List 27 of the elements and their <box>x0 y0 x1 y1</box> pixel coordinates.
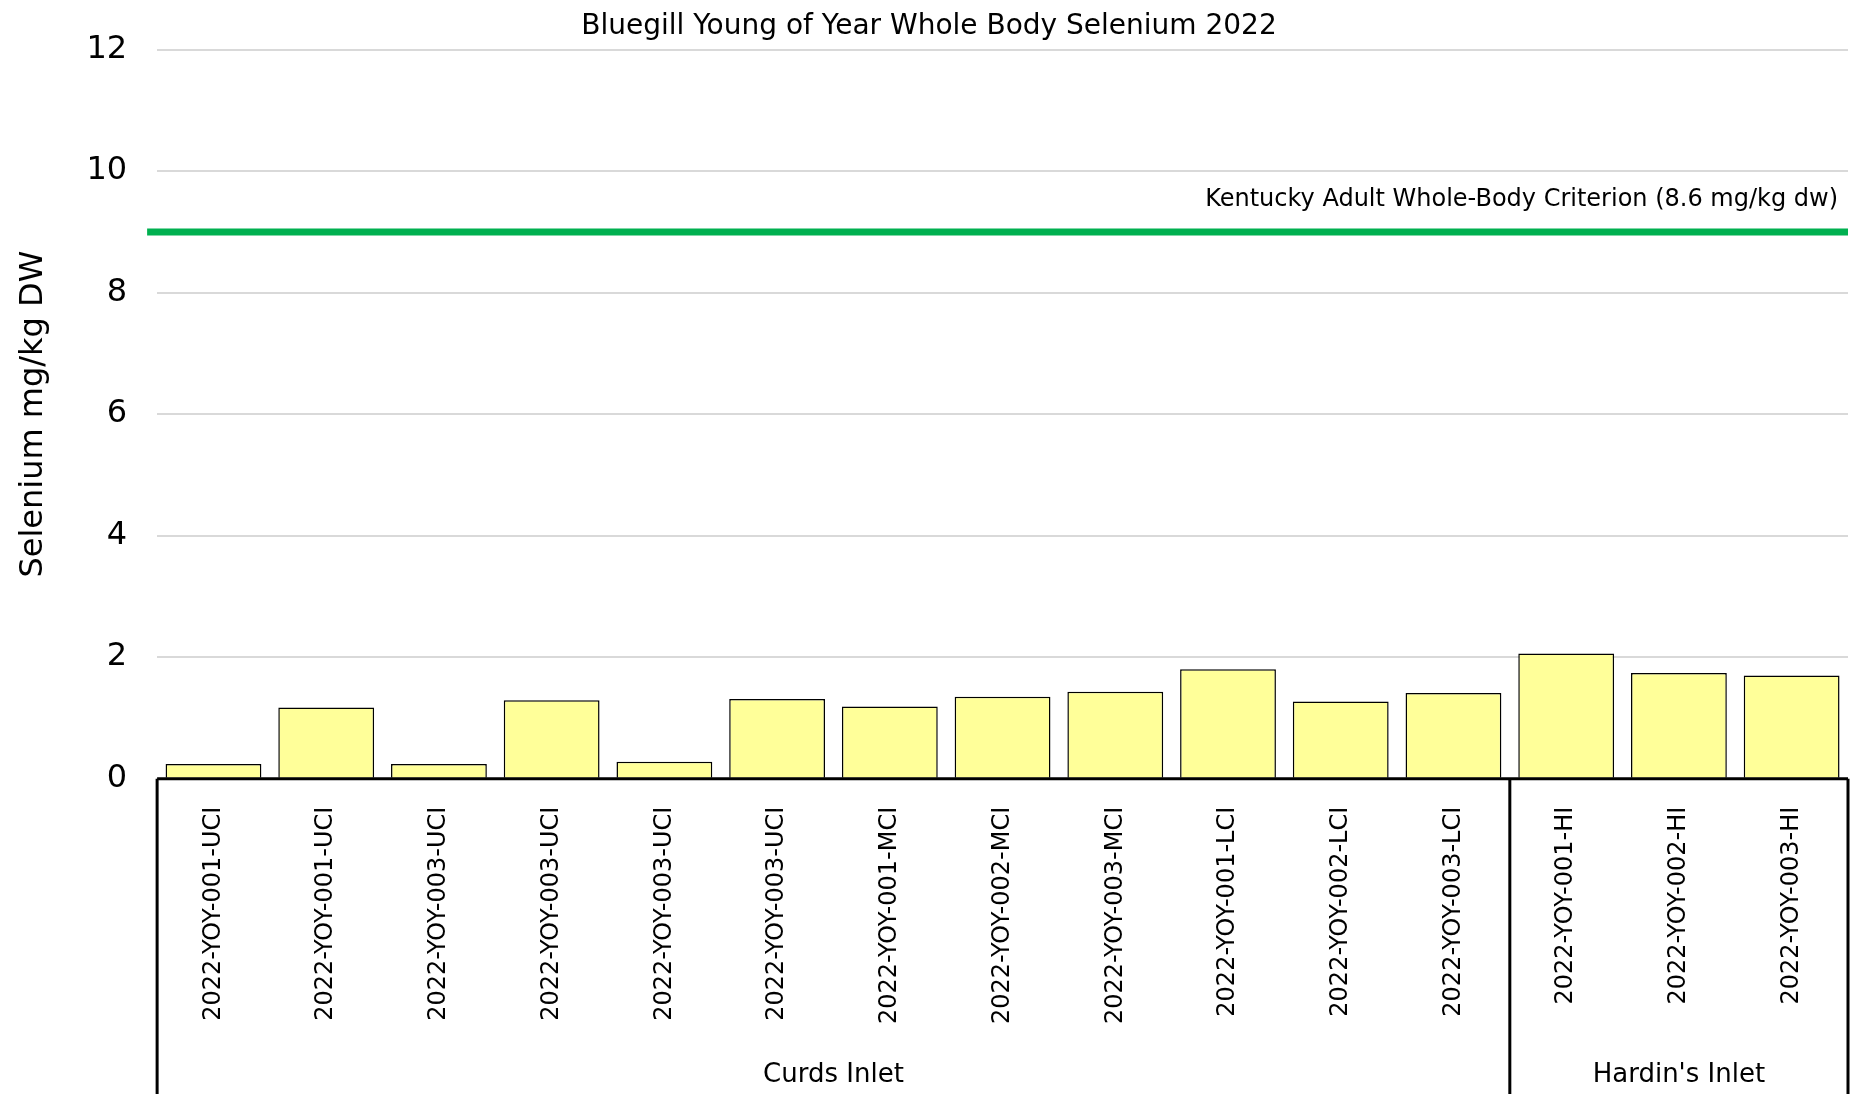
x-tick-label: 2022-YOY-001-UCI <box>197 806 226 1021</box>
x-tick-label: 2022-YOY-003-LCI <box>1437 806 1466 1017</box>
x-tick-label: 2022-YOY-001-MCI <box>874 806 903 1025</box>
y-tick-label: 10 <box>86 149 128 188</box>
text: Curds Inlet <box>763 1057 904 1088</box>
x-tick-label: 2022-YOY-003-UCI <box>648 806 677 1021</box>
x-tick-label: 2022-YOY-002-LCI <box>1324 806 1353 1017</box>
x-tick-label: 2022-YOY-001-LCI <box>1212 806 1241 1017</box>
y-tick-label: 6 <box>106 392 128 431</box>
x-tick-label: 2022-YOY-001-UCI <box>310 806 339 1021</box>
x-tick-label: 2022-YOY-003-UCI <box>423 806 452 1021</box>
y-tick-label: 12 <box>86 27 128 66</box>
x-tick-label: 2022-YOY-002-MCI <box>986 806 1015 1025</box>
x-tick-label: 2022-YOY-002-HI <box>1663 806 1692 1005</box>
y-axis-title: Selenium mg/kg DW <box>11 250 50 578</box>
text: Hardin's Inlet <box>1592 1057 1766 1088</box>
y-tick-label: 0 <box>106 757 128 796</box>
y-tick-label: 2 <box>106 635 128 674</box>
x-tick-label: 2022-YOY-003-HI <box>1775 806 1804 1005</box>
x-tick-label: 2022-YOY-003-UCI <box>761 806 790 1021</box>
ref-line-label: Kentucky Adult Whole-Body Criterion (8.6 mg/kg dw) <box>1205 184 1838 213</box>
y-tick-label: 4 <box>106 513 128 552</box>
x-tick-label: 2022-YOY-001-HI <box>1550 806 1579 1005</box>
chart-title: Bluegill Young of Year Whole Body Selenium 2022 <box>581 8 1277 42</box>
x-tick-label: 2022-YOY-003-UCI <box>535 806 564 1021</box>
y-tick-label: 8 <box>106 270 128 309</box>
x-tick-label: 2022-YOY-003-MCI <box>1099 806 1128 1025</box>
